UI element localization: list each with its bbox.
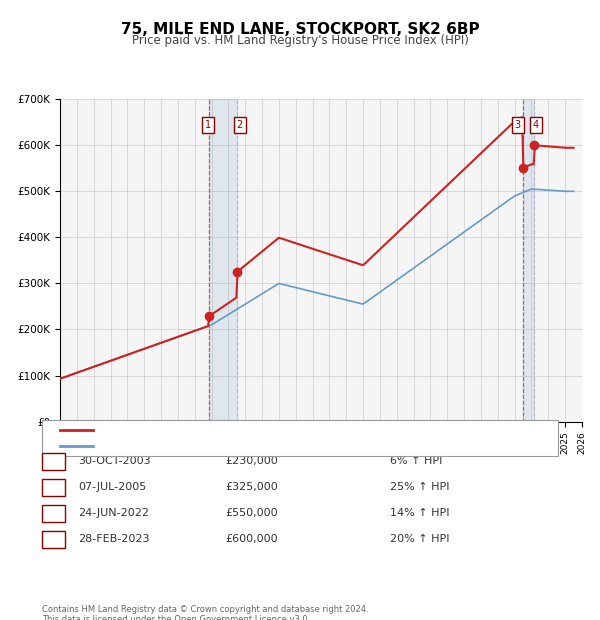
Text: 1: 1 bbox=[205, 120, 211, 130]
Text: £550,000: £550,000 bbox=[226, 508, 278, 518]
Text: 2: 2 bbox=[236, 120, 243, 130]
Text: 25% ↑ HPI: 25% ↑ HPI bbox=[390, 482, 449, 492]
Text: 20% ↑ HPI: 20% ↑ HPI bbox=[390, 534, 449, 544]
Bar bbox=[523, 99, 534, 422]
Text: Contains HM Land Registry data © Crown copyright and database right 2024.
This d: Contains HM Land Registry data © Crown c… bbox=[42, 604, 368, 620]
Text: 24-JUN-2022: 24-JUN-2022 bbox=[78, 508, 149, 518]
Text: HPI: Average price, detached house, Stockport: HPI: Average price, detached house, Stoc… bbox=[96, 441, 324, 451]
Text: 4: 4 bbox=[533, 120, 539, 130]
Text: 28-FEB-2023: 28-FEB-2023 bbox=[78, 534, 149, 544]
Text: 75, MILE END LANE, STOCKPORT, SK2 6BP: 75, MILE END LANE, STOCKPORT, SK2 6BP bbox=[121, 22, 479, 37]
Text: 30-OCT-2003: 30-OCT-2003 bbox=[78, 456, 151, 466]
Text: £325,000: £325,000 bbox=[226, 482, 278, 492]
Text: 07-JUL-2005: 07-JUL-2005 bbox=[78, 482, 146, 492]
Text: 3: 3 bbox=[515, 120, 521, 130]
Text: 2: 2 bbox=[50, 482, 57, 492]
Text: 14% ↑ HPI: 14% ↑ HPI bbox=[390, 508, 449, 518]
Text: £230,000: £230,000 bbox=[226, 456, 278, 466]
Text: 3: 3 bbox=[50, 508, 57, 518]
Text: 1: 1 bbox=[50, 456, 57, 466]
Text: 75, MILE END LANE, STOCKPORT, SK2 6BP (detached house): 75, MILE END LANE, STOCKPORT, SK2 6BP (d… bbox=[96, 425, 392, 435]
Bar bbox=[209, 99, 237, 422]
Text: Price paid vs. HM Land Registry's House Price Index (HPI): Price paid vs. HM Land Registry's House … bbox=[131, 34, 469, 47]
Text: 4: 4 bbox=[50, 534, 57, 544]
Text: £600,000: £600,000 bbox=[226, 534, 278, 544]
Text: 6% ↑ HPI: 6% ↑ HPI bbox=[390, 456, 442, 466]
